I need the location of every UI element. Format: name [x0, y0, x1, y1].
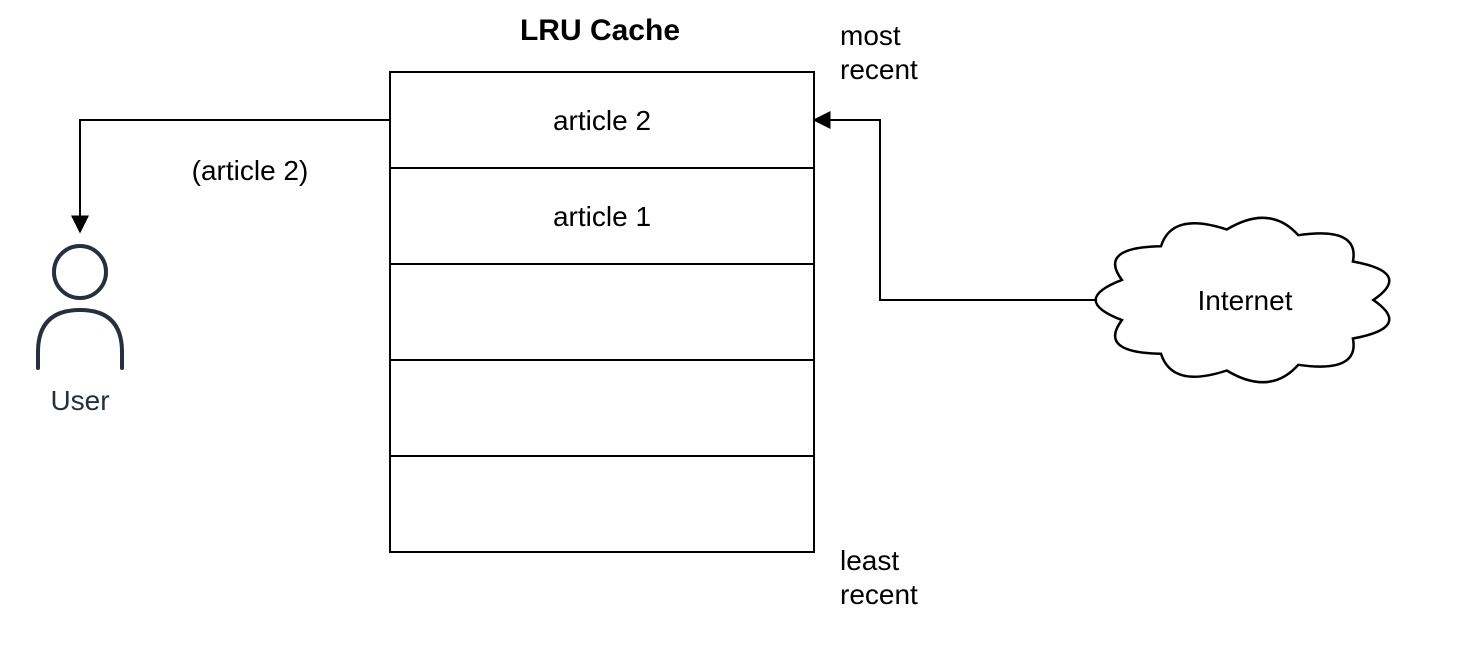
cache-slot	[390, 360, 814, 456]
user-icon	[38, 246, 122, 368]
cache-title: LRU Cache	[520, 14, 680, 47]
cache-slot	[390, 456, 814, 552]
user-label: User	[50, 385, 109, 416]
internet-to-cache	[814, 120, 1112, 300]
cache-slot	[390, 264, 814, 360]
most-recent-label: most recent	[840, 20, 918, 85]
cache-slot-label: article 2	[553, 105, 651, 136]
lru-cache-box: article 2 article 1	[390, 72, 814, 552]
internet-cloud-node: Internet	[1096, 218, 1390, 382]
diagram-canvas: LRU Cache article 2 article 1 most recent…	[0, 0, 1468, 666]
arrow-label-article: (article 2)	[192, 155, 309, 186]
cache-slot-label: article 1	[553, 201, 651, 232]
internet-label: Internet	[1198, 285, 1293, 316]
least-recent-label: least recent	[840, 545, 918, 610]
